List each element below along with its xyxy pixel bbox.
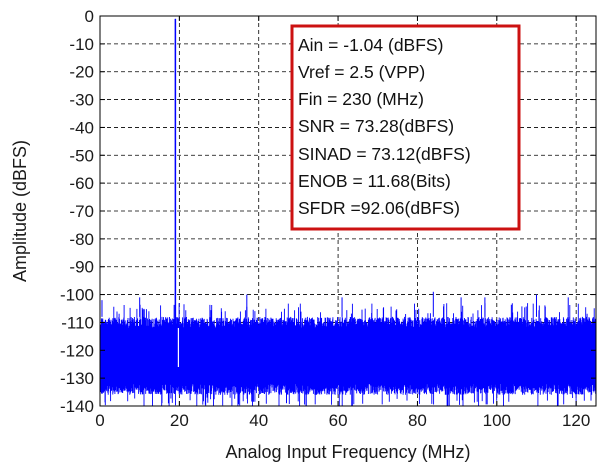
spectrum-series [100, 18, 596, 406]
y-tick-label: -140 [60, 397, 94, 416]
y-tick-label: -30 [69, 91, 94, 110]
y-tick-label: -60 [69, 174, 94, 193]
metrics-annotation-box: Ain = -1.04 (dBFS) Vref = 2.5 (VPP) Fin … [290, 24, 521, 231]
y-tick-label: -110 [61, 313, 94, 332]
annotation-border [290, 24, 521, 231]
y-tick-label: -70 [69, 202, 94, 221]
y-tick-label: -40 [69, 118, 94, 137]
tick-labels: 0 -10 -20 -30 -40 -50 -60 -70 -80 -90 -100 -110 -120… [60, 7, 590, 430]
x-tick-label: 100 [483, 411, 511, 430]
y-tick-label: -80 [69, 230, 94, 249]
y-tick-label: -130 [60, 369, 94, 388]
y-axis-label: Amplitude (dBFS) [10, 140, 30, 282]
y-tick-label: 0 [85, 7, 94, 26]
annotation-sinad: SINAD = 73.12(dBFS) [298, 144, 471, 164]
y-tick-label: -90 [69, 258, 94, 277]
x-tick-label: 120 [562, 411, 590, 430]
annotation-enob: ENOB = 11.68(Bits) [298, 171, 451, 191]
x-axis-label: Analog Input Frequency (MHz) [225, 442, 470, 462]
y-tick-label: -120 [60, 341, 94, 360]
x-tick-label: 0 [95, 411, 104, 430]
annotation-snr: SNR = 73.28(dBFS) [298, 116, 454, 136]
y-tick-label: -20 [69, 63, 94, 82]
annotation-ain: Ain = -1.04 (dBFS) [298, 35, 443, 55]
annotation-vref: Vref = 2.5 (VPP) [298, 62, 425, 82]
annotation-fin: Fin = 230 (MHz) [298, 89, 424, 109]
axis-ticks [99, 15, 596, 407]
y-tick-label: -10 [69, 35, 94, 54]
y-tick-label: -50 [69, 146, 94, 165]
x-tick-label: 60 [329, 411, 348, 430]
x-tick-label: 20 [170, 411, 189, 430]
x-tick-label: 80 [408, 411, 427, 430]
x-tick-label: 40 [249, 411, 268, 430]
noise-floor [100, 303, 596, 406]
y-tick-label: -100 [60, 286, 94, 305]
annotation-sfdr: SFDR =92.06(dBFS) [298, 198, 460, 218]
